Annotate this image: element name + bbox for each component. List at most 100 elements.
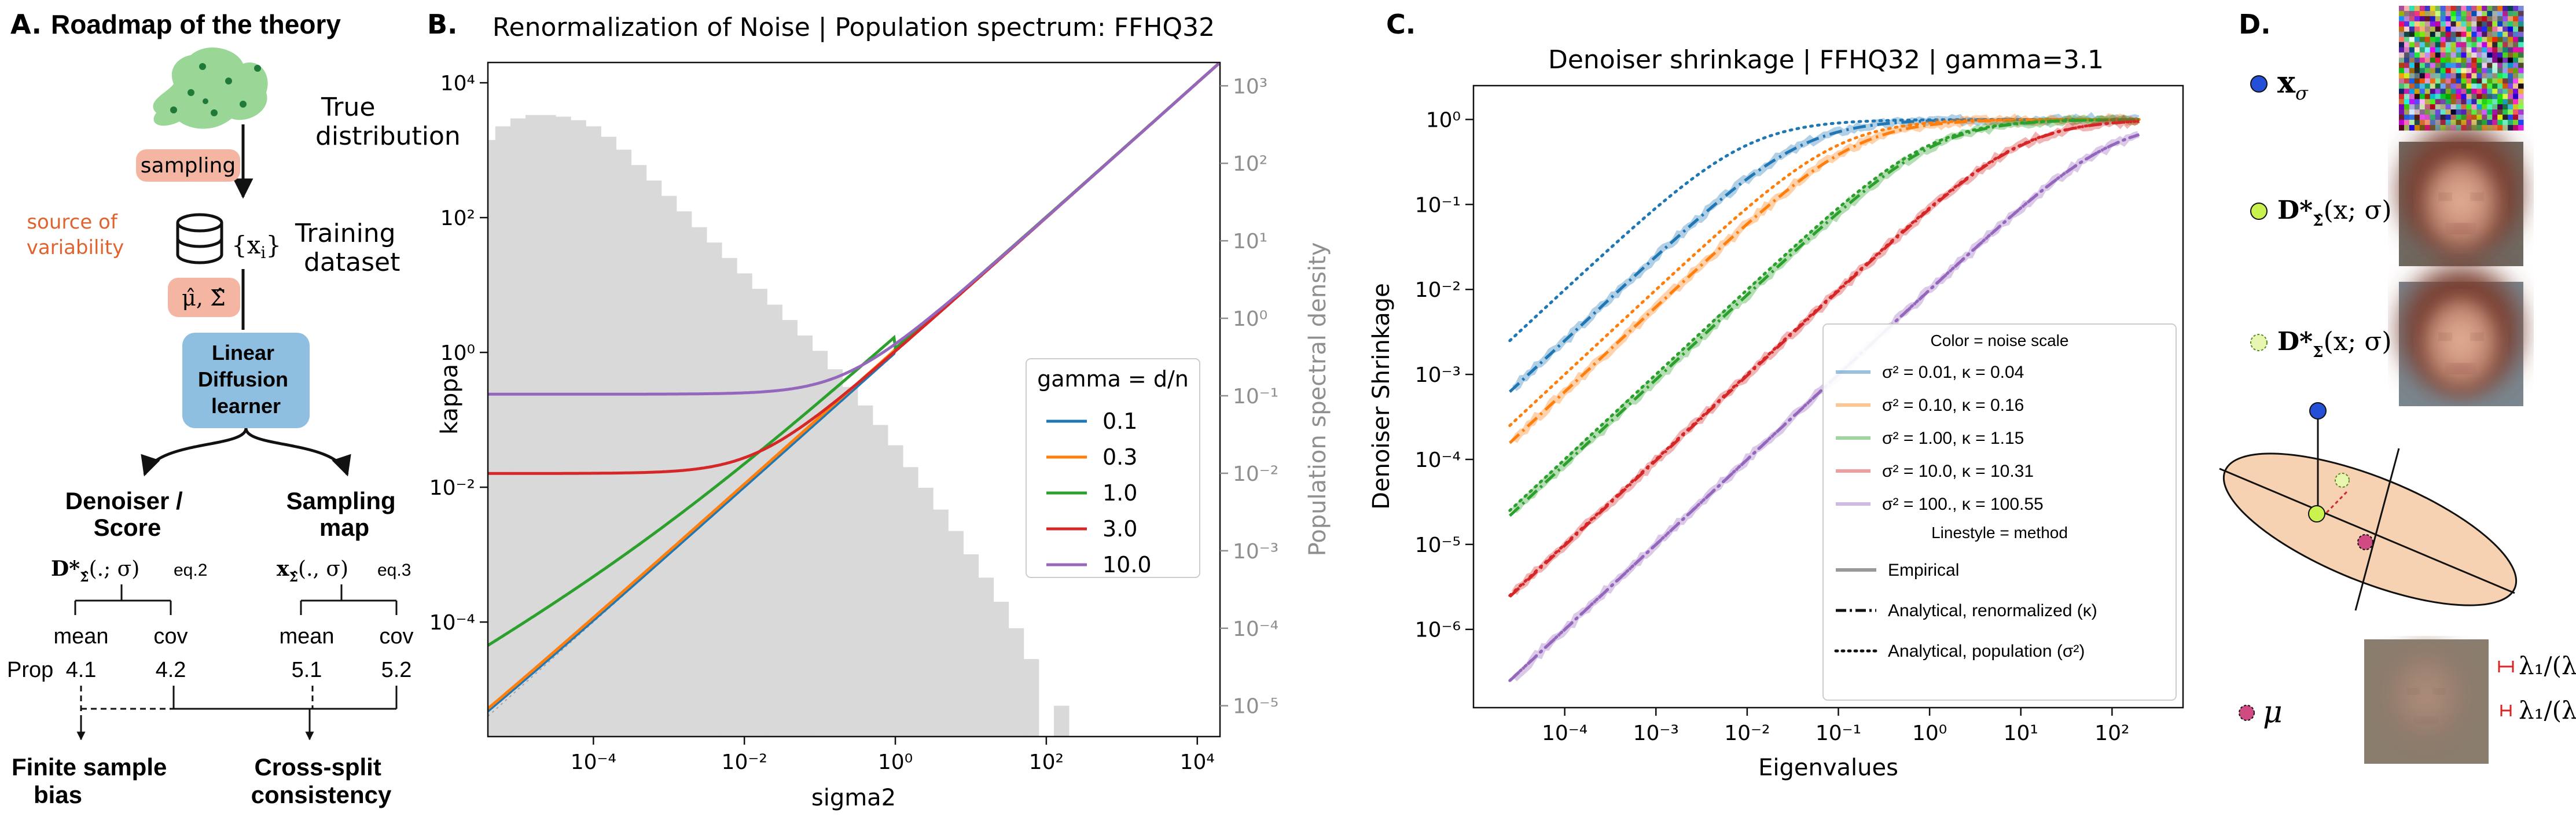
histogram-bar bbox=[857, 405, 873, 737]
y2-tick-label: 10² bbox=[1233, 152, 1267, 176]
histogram-bar bbox=[616, 149, 632, 737]
panel-c-frame bbox=[1472, 84, 2184, 709]
population-curve bbox=[1508, 120, 2141, 597]
prop-label: Prop bbox=[7, 658, 53, 682]
panel-c-xlabel: Eigenvalues bbox=[1758, 755, 1898, 781]
histogram-bar bbox=[571, 120, 586, 737]
legend-entry: σ² = 0.10, κ = 0.16 bbox=[1882, 396, 2024, 415]
true-distribution-label: True distribution bbox=[315, 93, 461, 151]
histogram-bar bbox=[767, 304, 782, 737]
histogram-bar bbox=[661, 196, 677, 737]
y2-tick-label: 10⁻⁵ bbox=[1233, 695, 1278, 719]
panel-b-letter: B. bbox=[427, 9, 458, 40]
y-tick-label: 10⁻⁴ bbox=[429, 611, 475, 635]
y-tick-label: 10⁻⁵ bbox=[1415, 533, 1461, 557]
mean-point bbox=[2357, 534, 2373, 550]
histogram-bar bbox=[737, 273, 752, 737]
x-sigma-label: xσ bbox=[2277, 65, 2309, 104]
x-tick-label: 10⁻³ bbox=[1633, 722, 1679, 745]
population-curve bbox=[1508, 118, 2141, 427]
cross-split-label: Cross-split consistency bbox=[251, 753, 392, 808]
y-tick-label: 10⁻⁴ bbox=[1415, 448, 1461, 472]
histogram-bar bbox=[978, 577, 994, 737]
histogram-bar bbox=[510, 118, 526, 737]
principal-axis-long bbox=[2219, 468, 2515, 594]
x-sigma-marker bbox=[2250, 75, 2268, 93]
panel-b-y2label: Population spectral density bbox=[1304, 242, 1331, 557]
x-tick-label: 10² bbox=[1029, 750, 1064, 774]
legend-entry: σ² = 10.0, κ = 10.31 bbox=[1882, 462, 2034, 481]
x-tick-label: 10⁰ bbox=[878, 750, 913, 774]
mu-marker bbox=[2239, 705, 2255, 721]
legend-entry: σ² = 0.01, κ = 0.04 bbox=[1882, 363, 2024, 382]
legend-title: gamma = d/n bbox=[1037, 366, 1189, 392]
histogram-bar bbox=[752, 289, 767, 737]
branch-arrow-right bbox=[244, 428, 351, 477]
histogram-bar bbox=[586, 126, 601, 737]
eq3-label: eq.3 bbox=[377, 561, 411, 580]
y2-tick-label: 10³ bbox=[1233, 75, 1267, 98]
histogram-bar bbox=[933, 509, 949, 737]
x-tick-label: 10² bbox=[2094, 722, 2129, 745]
histogram-bar bbox=[1008, 628, 1024, 737]
histogram-bar bbox=[646, 180, 662, 737]
tree-brackets bbox=[74, 584, 398, 615]
d-emp-marker bbox=[2250, 203, 2268, 220]
prop-5-1: 5.1 bbox=[292, 658, 322, 682]
legend-entry: 10.0 bbox=[1103, 552, 1152, 577]
histogram-bar bbox=[827, 369, 843, 737]
cov-label-left: cov bbox=[153, 624, 188, 649]
legend-entry: 0.1 bbox=[1103, 408, 1137, 434]
legend-entry: 1.0 bbox=[1103, 480, 1137, 506]
denoised-image-empirical bbox=[2399, 127, 2523, 266]
panel-b-ylabel: kappa bbox=[436, 364, 463, 435]
sampling-badge bbox=[136, 149, 240, 182]
denoiser-label: Denoiser / Score bbox=[65, 487, 190, 541]
legend-color-title: Color = noise scale bbox=[1931, 332, 2069, 349]
histogram-bar bbox=[525, 115, 541, 737]
panel-a-title: Roadmap of the theory bbox=[51, 9, 341, 39]
population-histogram bbox=[488, 115, 1070, 737]
legend-entry: 0.3 bbox=[1103, 444, 1137, 470]
histogram-bar bbox=[631, 165, 647, 737]
learner-label: Linear Diffusion learner bbox=[198, 341, 294, 418]
legend-entry: σ² = 1.00, κ = 1.15 bbox=[1882, 429, 2024, 448]
kappa-curve-gamma-10.0 bbox=[488, 62, 1220, 396]
mean-label-right: mean bbox=[279, 624, 334, 649]
prop-4-1: 4.1 bbox=[66, 658, 97, 682]
legend-method: Analytical, renormalized (κ) bbox=[1888, 601, 2097, 620]
sampling-label: sampling bbox=[141, 154, 236, 178]
sampling-formula: xΣ̂(., σ) bbox=[277, 557, 348, 585]
source-of-variability: source of variability bbox=[27, 211, 124, 259]
noisy-image bbox=[2399, 6, 2524, 131]
panel-b-title: Renormalization of Noise | Population sp… bbox=[493, 13, 1215, 42]
d-pop-label: D*Σ(x; σ) bbox=[2277, 327, 2392, 361]
panel-c-axes: 10⁻⁴ 10⁻³ 10⁻² 10⁻¹ 10⁰ 10¹ 10² 10⁻⁶ 10⁻⁵ 10⁻⁴ 10⁻… bbox=[1415, 108, 2130, 745]
histogram-bar bbox=[488, 139, 496, 737]
training-dataset-label: Training dataset bbox=[295, 219, 404, 277]
renormalized-curve bbox=[1509, 133, 2140, 682]
histogram-bar bbox=[948, 531, 964, 737]
panel-d-letter: D. bbox=[2239, 9, 2271, 40]
noisy-point bbox=[2309, 402, 2327, 419]
y-tick-label: 10⁴ bbox=[440, 72, 475, 95]
panel-a: A. Roadmap of the theory True distributi… bbox=[7, 9, 461, 808]
kappa-curves bbox=[488, 62, 1220, 712]
histogram-bar bbox=[1053, 705, 1070, 737]
shrinkage-segment-red bbox=[2325, 491, 2348, 514]
panel-d: D. xσ D*Σ̂ bbox=[2219, 6, 2576, 764]
y2-tick-label: 10⁻² bbox=[1233, 462, 1278, 486]
denoised-image-population bbox=[2399, 266, 2523, 406]
x-tick-label: 10⁰ bbox=[1912, 722, 1947, 745]
panel-c-legend: Color = noise scale σ² = 0.01, κ = 0.04 σ… bbox=[1822, 323, 2177, 701]
y-tick-label: 10⁻⁶ bbox=[1415, 619, 1461, 642]
empirical-denoised-point bbox=[2308, 505, 2325, 522]
legend-method: Analytical, population (σ²) bbox=[1888, 642, 2085, 661]
legend-style-title: Linestyle = method bbox=[1931, 524, 2068, 542]
x-tick-label: 10⁻² bbox=[722, 750, 767, 774]
ratio-population: λ₁/(λ₁ + σ²) bbox=[2519, 652, 2576, 680]
mu-label: μ bbox=[2263, 695, 2283, 730]
histogram-bar bbox=[842, 387, 858, 737]
branch-arrow-left bbox=[141, 428, 248, 477]
histogram-bar bbox=[541, 115, 556, 737]
